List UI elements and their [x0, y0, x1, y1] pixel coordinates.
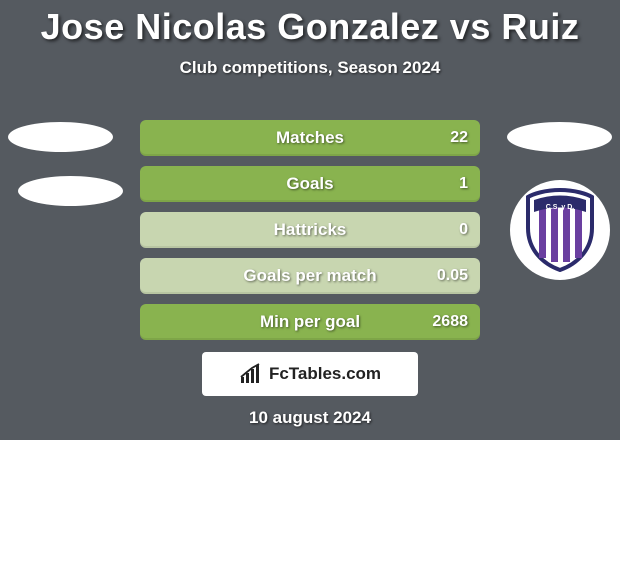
stat-label: Min per goal	[260, 312, 360, 332]
stat-value: 0	[459, 221, 468, 239]
stat-row-hattricks: Hattricks 0	[140, 212, 480, 248]
stat-label: Matches	[276, 128, 344, 148]
logo-text: FcTables.com	[269, 364, 381, 384]
fctables-logo[interactable]: FcTables.com	[202, 352, 418, 396]
stat-row-matches: Matches 22	[140, 120, 480, 156]
stat-row-goals: Goals 1	[140, 166, 480, 202]
stat-row-goals-per-match: Goals per match 0.05	[140, 258, 480, 294]
stat-label: Hattricks	[274, 220, 347, 240]
comparison-card: Jose Nicolas Gonzalez vs Ruiz Club compe…	[0, 0, 620, 440]
page-title: Jose Nicolas Gonzalez vs Ruiz	[0, 0, 620, 48]
bar-chart-icon	[239, 363, 263, 385]
stats-rows: Matches 22 Goals 1 Hattricks 0 Goals per…	[0, 120, 620, 350]
stat-value: 22	[450, 129, 468, 147]
stat-label: Goals	[286, 174, 333, 194]
stat-value: 1	[459, 175, 468, 193]
stat-label: Goals per match	[243, 266, 376, 286]
stat-value: 2688	[432, 313, 468, 331]
stat-value: 0.05	[437, 267, 468, 285]
date-label: 10 august 2024	[0, 408, 620, 428]
stat-row-min-per-goal: Min per goal 2688	[140, 304, 480, 340]
page-subtitle: Club competitions, Season 2024	[0, 58, 620, 78]
